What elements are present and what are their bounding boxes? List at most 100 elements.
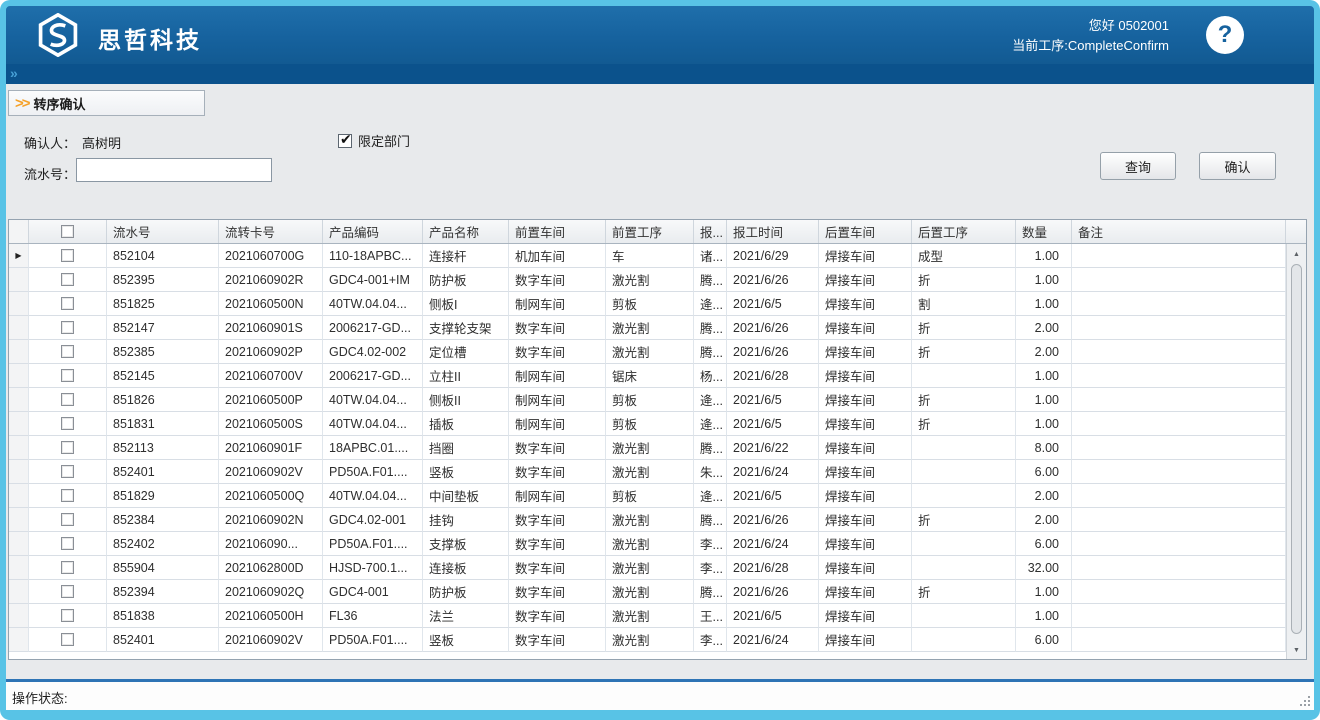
column-header-report_time[interactable]: 报工时间 (727, 220, 819, 243)
cell-pre_process: 激光割 (606, 532, 694, 556)
cell-remark (1072, 292, 1286, 316)
help-button[interactable]: ? (1206, 16, 1244, 54)
confirm-button[interactable]: 确认 (1199, 152, 1276, 180)
column-header-post_workshop[interactable]: 后置车间 (819, 220, 912, 243)
confirmer-label: 确认人： (24, 136, 77, 151)
table-row[interactable]: 852113 2021060901F 18APBC.01.... 挡圈 数字车间 激光割腾… (9, 436, 1286, 460)
cell-remark (1072, 460, 1286, 484)
cell-card: 2021060902P (219, 340, 323, 364)
cell-post_process: 折 (912, 340, 1016, 364)
cell-indicator (9, 604, 29, 628)
table-row[interactable]: 852402 202106090... PD50A.F01.... 支撑板 数字车间 激光… (9, 532, 1286, 556)
cell-remark (1072, 604, 1286, 628)
cell-product_code: 18APBC.01.... (323, 436, 423, 460)
row-checkbox[interactable] (61, 249, 74, 262)
column-header-product_name[interactable]: 产品名称 (423, 220, 509, 243)
scroll-up-icon[interactable]: ▲ (1293, 250, 1300, 258)
scroll-down-icon[interactable]: ▼ (1293, 646, 1300, 654)
table-row[interactable]: 852401 2021060902V PD50A.F01.... 竖板 数字车间 激光割李… (9, 628, 1286, 652)
column-header-pre_process[interactable]: 前置工序 (606, 220, 694, 243)
row-checkbox[interactable] (61, 633, 74, 646)
row-checkbox[interactable] (61, 537, 74, 550)
cell-serial: 852104 (107, 244, 219, 268)
column-header-product_code[interactable]: 产品编码 (323, 220, 423, 243)
cell-product_name: 法兰 (423, 604, 509, 628)
table-row[interactable]: 851831 2021060500S 40TW.04.04... 插板 制网车间 剪板 逄.… (9, 412, 1286, 436)
cell-product_name: 连接板 (423, 556, 509, 580)
cell-post_process (912, 556, 1016, 580)
column-header-pre_workshop[interactable]: 前置车间 (509, 220, 606, 243)
column-header-indicator[interactable] (9, 220, 29, 243)
table-row[interactable]: 852145 2021060700V 2006217-GD... 立柱II 制网车间 锯床… (9, 364, 1286, 388)
row-checkbox[interactable] (61, 465, 74, 478)
cell-qty: 2.00 (1016, 484, 1072, 508)
table-row[interactable]: 852395 2021060902R GDC4-001+IM 防护板 数字车间 激光割 腾.… (9, 268, 1286, 292)
cell-remark (1072, 364, 1286, 388)
cell-remark (1072, 436, 1286, 460)
cell-card: 2021060902V (219, 628, 323, 652)
cell-pre_process: 激光割 (606, 580, 694, 604)
table-row[interactable]: 852385 2021060902P GDC4.02-002 定位槽 数字车间 激光割 腾.… (9, 340, 1286, 364)
tab-transfer-confirm[interactable]: >> 转序确认 (8, 90, 205, 116)
cell-report_time: 2021/6/24 (727, 460, 819, 484)
cell-report_time: 2021/6/26 (727, 268, 819, 292)
query-button[interactable]: 查询 (1100, 152, 1176, 180)
cell-pre_workshop: 数字车间 (509, 436, 606, 460)
table-row[interactable]: 851838 2021060500H FL36 法兰 数字车间 激光割 王... 2021/6… (9, 604, 1286, 628)
scrollbar-thumb[interactable] (1291, 264, 1302, 634)
limit-dept-label: 限定部门 (358, 134, 411, 149)
serial-input[interactable] (76, 158, 272, 182)
row-checkbox[interactable] (61, 321, 74, 334)
cell-post_workshop: 焊接车间 (819, 316, 912, 340)
vertical-scrollbar[interactable]: ▲ ▼ (1286, 244, 1306, 659)
row-checkbox[interactable] (61, 393, 74, 406)
cell-card: 2021060700V (219, 364, 323, 388)
table-row[interactable]: 851826 2021060500P 40TW.04.04... 侧板II 制网车间 剪板… (9, 388, 1286, 412)
cell-indicator (9, 484, 29, 508)
cell-pre_workshop: 机加车间 (509, 244, 606, 268)
cell-qty: 2.00 (1016, 316, 1072, 340)
column-header-serial[interactable]: 流水号 (107, 220, 219, 243)
collapse-chevron-icon[interactable]: » (10, 65, 18, 81)
resize-grip-icon[interactable] (1298, 694, 1310, 706)
column-header-card[interactable]: 流转卡号 (219, 220, 323, 243)
cell-post_workshop: 焊接车间 (819, 244, 912, 268)
table-row[interactable]: ▶ 852104 2021060700G 110-18APBC... 连接杆 机加车间车诸… (9, 244, 1286, 268)
question-icon: ? (1217, 21, 1233, 48)
cell-product_code: 40TW.04.04... (323, 412, 423, 436)
cell-reporter: 朱... (694, 460, 727, 484)
cell-post_process: 割 (912, 292, 1016, 316)
row-checkbox[interactable] (61, 369, 74, 382)
row-checkbox[interactable] (61, 609, 74, 622)
cell-qty: 1.00 (1016, 412, 1072, 436)
column-header-filler (1286, 220, 1306, 243)
cell-indicator (9, 340, 29, 364)
column-header-select[interactable] (29, 220, 107, 243)
table-row[interactable]: 851825 2021060500N 40TW.04.04... 侧板I 制网车间 剪板逄… (9, 292, 1286, 316)
table-row[interactable]: 852147 2021060901S 2006217-GD... 支撑轮支架 数字车间激… (9, 316, 1286, 340)
limit-dept-checkbox[interactable]: 限定部门 (338, 131, 410, 150)
row-checkbox[interactable] (61, 513, 74, 526)
select-all-checkbox[interactable] (61, 225, 74, 238)
row-checkbox[interactable] (61, 489, 74, 502)
column-header-reporter[interactable]: 报... (694, 220, 727, 243)
column-header-remark[interactable]: 备注 (1072, 220, 1286, 243)
cell-post_process (912, 460, 1016, 484)
row-checkbox[interactable] (61, 441, 74, 454)
row-checkbox[interactable] (61, 273, 74, 286)
row-checkbox[interactable] (61, 297, 74, 310)
column-header-post_process[interactable]: 后置工序 (912, 220, 1016, 243)
cell-product_code: PD50A.F01.... (323, 460, 423, 484)
column-header-qty[interactable]: 数量 (1016, 220, 1072, 243)
cell-reporter: 腾... (694, 268, 727, 292)
row-checkbox[interactable] (61, 417, 74, 430)
row-checkbox[interactable] (61, 345, 74, 358)
table-row[interactable]: 852394 2021060902Q GDC4-001 防护板 数字车间 激光割 腾... 2… (9, 580, 1286, 604)
row-checkbox[interactable] (61, 561, 74, 574)
row-checkbox[interactable] (61, 585, 74, 598)
table-row[interactable]: 852384 2021060902N GDC4.02-001 挂钩 数字车间 激光割 腾..… (9, 508, 1286, 532)
cell-remark (1072, 316, 1286, 340)
table-row[interactable]: 852401 2021060902V PD50A.F01.... 竖板 数字车间 激光割朱… (9, 460, 1286, 484)
table-row[interactable]: 851829 2021060500Q 40TW.04.04... 中间垫板 制网车间 剪板… (9, 484, 1286, 508)
table-row[interactable]: 855904 2021062800D HJSD-700.1... 连接板 数字车间 激光割… (9, 556, 1286, 580)
